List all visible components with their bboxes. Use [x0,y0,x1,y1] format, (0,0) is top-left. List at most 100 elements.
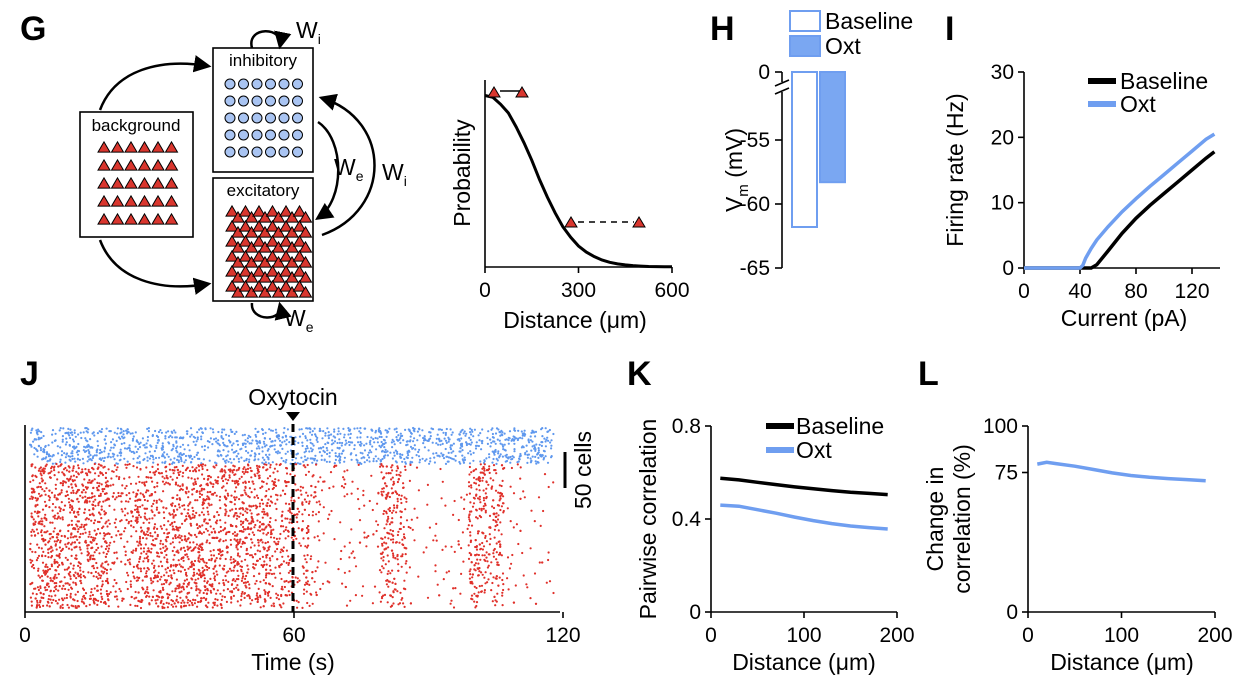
j-inh-spike [534,430,538,433]
j-exc-spike [171,549,174,553]
j-inh-spike [120,435,124,438]
j-exc-spike [280,548,283,552]
j-exc-spike [63,576,66,579]
j-exc-spike [234,580,237,583]
j-exc-spike [93,478,96,481]
j-exc-spike [409,526,412,530]
j-exc-spike [54,569,57,572]
j-exc-spike [261,502,265,505]
j-exc-spike [253,526,256,529]
j-exc-spike [81,491,84,494]
j-exc-spike [37,515,40,518]
j-exc-spike [392,602,395,605]
j-exc-spike [270,604,273,607]
j-exc-spike [343,478,346,481]
j-exc-spike [152,559,155,562]
background-cell [97,212,111,225]
j-inh-spike [410,432,413,435]
j-exc-spike [389,472,392,475]
j-exc-spike [53,558,56,562]
j-exc-spike [183,504,186,507]
j-exc-spike [50,550,53,553]
j-inh-spike [161,442,164,445]
j-inh-spike [298,435,302,438]
j-exc-spike [197,577,200,580]
h-bar-baseline [791,71,818,228]
j-inh-spike [548,428,552,432]
j-exc-spike [221,550,224,553]
j-exc-spike [104,533,107,536]
j-exc-spike [177,471,180,474]
j-exc-spike [129,580,132,583]
j-inh-spike [103,450,106,453]
j-exc-spike [261,565,265,569]
j-exc-spike [185,595,188,598]
j-exc-spike [294,483,297,486]
j-exc-spike [240,560,243,563]
j-exc-spike [37,574,40,577]
j-exc-spike [395,491,398,494]
j-exc-spike [161,586,164,590]
j-exc-spike [54,588,58,591]
j-inh-spike [280,457,283,460]
j-exc-spike [250,476,253,479]
j-inh-spike [223,460,227,463]
j-inh-spike [427,449,430,452]
j-exc-spike [71,541,74,544]
j-exc-spike [52,577,55,580]
j-exc-spike [61,603,64,606]
j-exc-spike [60,491,63,494]
j-exc-spike [41,523,44,526]
j-inh-spike [184,454,188,458]
j-exc-spike [470,484,473,487]
j-exc-spike [463,507,466,510]
j-exc-spike [435,522,438,526]
j-exc-spike [521,551,524,555]
j-exc-spike [180,565,183,568]
j-inh-spike [257,445,260,448]
j-inh-spike [169,458,172,461]
j-exc-spike [147,527,150,530]
j-inh-spike [261,461,264,464]
j-exc-spike [153,486,156,489]
j-exc-spike [413,507,416,510]
j-inh-spike [294,440,297,443]
j-inh-spike [189,454,192,457]
i-ytick-label: 20 [991,126,1014,149]
background-cell [137,194,152,207]
j-exc-spike [487,578,490,581]
j-exc-spike [530,509,533,512]
g-far-cell-a [564,216,578,228]
j-exc-spike [138,560,141,563]
j-exc-spike [205,561,208,565]
j-exc-spike [273,540,276,543]
j-inh-spike [102,459,105,463]
j-inh-spike [347,433,350,436]
j-exc-spike [51,502,55,506]
j-inh-spike [126,460,129,463]
j-exc-spike [272,602,275,605]
j-exc-spike [296,577,299,580]
j-inh-spike [438,438,441,441]
j-exc-spike [215,464,218,467]
j-inh-spike [399,432,402,435]
j-exc-spike [236,584,239,587]
j-inh-spike [274,428,277,431]
j-exc-spike [392,534,395,537]
j-inh-spike [104,442,107,445]
j-inh-spike [177,459,180,462]
j-exc-spike [234,507,237,510]
j-exc-spike [141,579,144,582]
j-exc-spike [246,571,249,574]
j-exc-spike [155,501,158,504]
j-inh-spike [444,447,447,451]
j-exc-spike [36,486,39,489]
j-exc-spike [120,500,123,503]
j-inh-spike [405,456,408,459]
j-exc-spike [173,469,176,472]
j-exc-spike [273,605,276,608]
j-exc-spike [150,505,153,508]
j-exc-spike [178,591,181,594]
j-exc-spike [177,536,180,539]
j-exc-spike [321,582,325,585]
